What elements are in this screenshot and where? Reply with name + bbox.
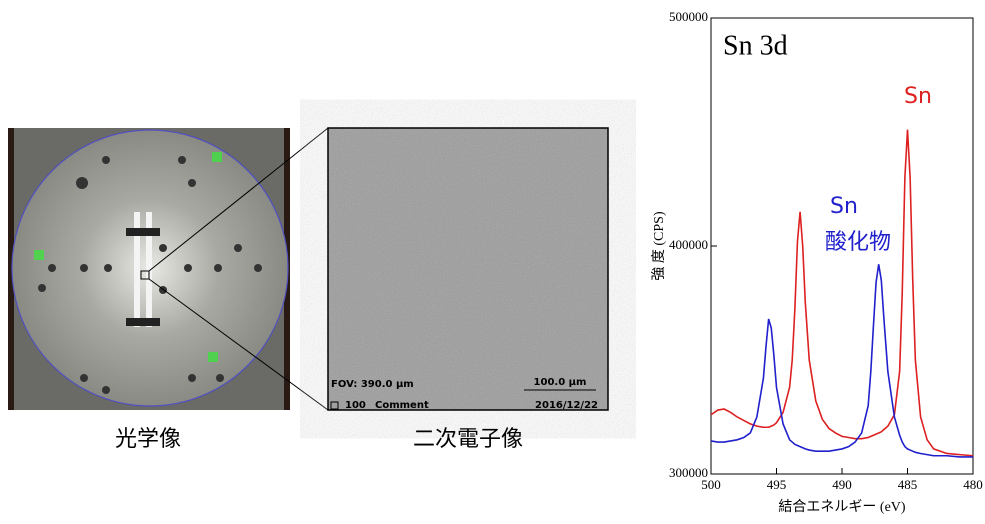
x-axis-label: 結合エネルギー (eV) <box>778 499 905 515</box>
sem-image <box>328 128 608 410</box>
page: 光学像 FOV: 390.0 μm 100.0 μm 100 Comment 2… <box>0 0 985 520</box>
x-tick-label: 480 <box>963 477 983 492</box>
series-line <box>711 264 973 457</box>
x-tick-label: 490 <box>832 477 852 492</box>
sem-caption: 二次電子像 <box>413 427 523 452</box>
annotation: Sn <box>904 84 932 109</box>
sem-date: 2016/12/22 <box>535 400 598 411</box>
chart-title: Sn 3d <box>723 30 788 61</box>
x-tick-label: 485 <box>898 477 918 492</box>
series-line <box>711 130 973 456</box>
y-tick-label: 300000 <box>669 465 708 480</box>
sem-fov: FOV: 390.0 μm <box>331 379 414 390</box>
sem-scale: 100.0 μm <box>534 377 587 388</box>
annotation: Sn <box>830 194 858 219</box>
annotation: 酸化物 <box>825 230 891 255</box>
optical-image <box>8 128 328 410</box>
y-tick-label: 400000 <box>669 237 708 252</box>
y-axis-label: 強 度 (CPS) <box>651 211 667 281</box>
y-tick-label: 500000 <box>669 9 708 24</box>
sem-comment: Comment <box>375 400 429 411</box>
optical-caption: 光学像 <box>115 427 181 452</box>
x-tick-label: 495 <box>767 477 787 492</box>
sem-mag: 100 <box>345 400 366 411</box>
